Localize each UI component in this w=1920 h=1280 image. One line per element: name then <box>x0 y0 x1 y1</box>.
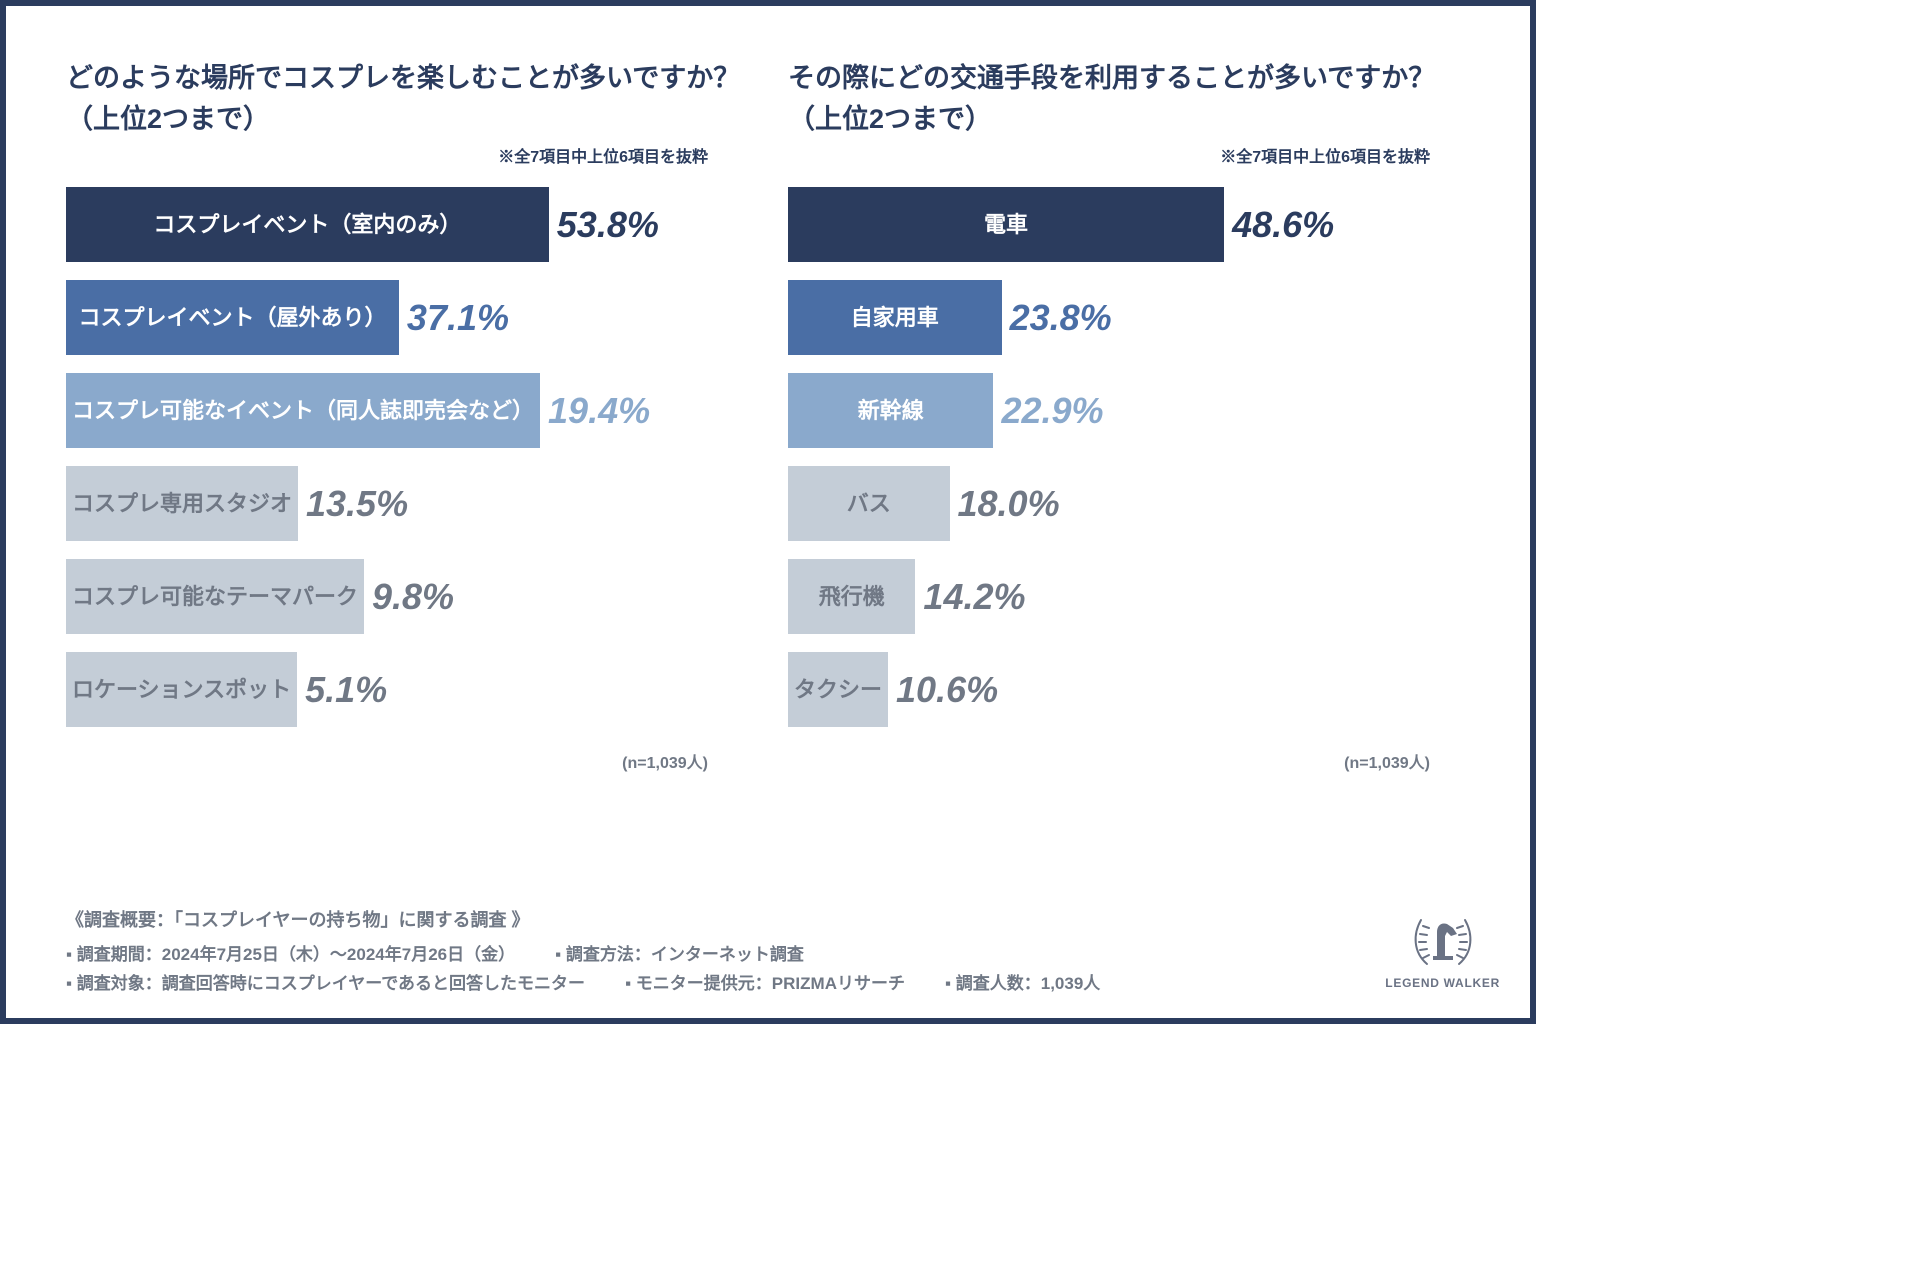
infographic-frame: どのような場所でコスプレを楽しむことが多いですか？（上位2つまで） ※全7項目中上… <box>0 0 1536 1024</box>
footer-item: ▪ モニター提供元：PRIZMAリサーチ <box>625 969 905 994</box>
bar-row: コスプレイベント（屋外あり）37.1% <box>66 280 748 355</box>
bar: コスプレイベント（屋外あり） <box>66 280 399 355</box>
bar-row: コスプレ可能なイベント（同人誌即売会など）19.4% <box>66 373 748 448</box>
bar-value: 19.4% <box>540 390 650 432</box>
bar-value: 53.8% <box>549 204 659 246</box>
chart-title: どのような場所でコスプレを楽しむことが多いですか？（上位2つまで） <box>66 58 748 139</box>
bar-value: 13.5% <box>298 483 408 525</box>
footer-item: ▪ 調査人数：1,039人 <box>945 969 1100 994</box>
logo-text: LEGEND WALKER <box>1385 976 1500 990</box>
bar: バス <box>788 466 950 541</box>
bar-value: 9.8% <box>364 576 454 618</box>
bar-row: 電車48.6% <box>788 187 1470 262</box>
chart-column-0: どのような場所でコスプレを楽しむことが多いですか？（上位2つまで） ※全7項目中上… <box>66 58 748 773</box>
bar: 飛行機 <box>788 559 915 634</box>
chart-column-1: その際にどの交通手段を利用することが多いですか？（上位2つまで） ※全7項目中上位… <box>788 58 1470 773</box>
charts-row: どのような場所でコスプレを楽しむことが多いですか？（上位2つまで） ※全7項目中上… <box>66 58 1470 773</box>
bar-list: 電車48.6%自家用車23.8%新幹線22.9%バス18.0%飛行機14.2%タ… <box>788 187 1470 727</box>
bar-value: 37.1% <box>399 297 509 339</box>
footer-item: ▪ 調査方法：インターネット調査 <box>555 940 804 965</box>
footer-title: 《調査概要：「コスプレイヤーの持ち物」に関する調査 》 <box>66 906 1456 932</box>
bar-row: 新幹線22.9% <box>788 373 1470 448</box>
bar-value: 48.6% <box>1224 204 1334 246</box>
laurel-horse-icon <box>1407 910 1479 974</box>
bar-value: 18.0% <box>950 483 1060 525</box>
bar: タクシー <box>788 652 888 727</box>
sample-size-note: (n=1,039人) <box>66 749 748 773</box>
bar: 自家用車 <box>788 280 1002 355</box>
bar: コスプレ可能なテーマパーク <box>66 559 364 634</box>
bar-value: 23.8% <box>1002 297 1112 339</box>
bar: コスプレ専用スタジオ <box>66 466 298 541</box>
bar: 電車 <box>788 187 1224 262</box>
footer-item: ▪ 調査対象：調査回答時にコスプレイヤーであると回答したモニター <box>66 969 585 994</box>
bar-row: 自家用車23.8% <box>788 280 1470 355</box>
chart-subtitle: ※全7項目中上位6項目を抜粋 <box>66 143 748 167</box>
bar-value: 14.2% <box>915 576 1025 618</box>
chart-title: その際にどの交通手段を利用することが多いですか？（上位2つまで） <box>788 58 1470 139</box>
bar-row: 飛行機14.2% <box>788 559 1470 634</box>
footer-line: ▪ 調査期間：2024年7月25日（木）〜2024年7月26日（金） ▪ 調査方法… <box>66 940 1456 965</box>
bar-row: コスプレ可能なテーマパーク9.8% <box>66 559 748 634</box>
bar-value: 22.9% <box>993 390 1103 432</box>
footer-lines: ▪ 調査期間：2024年7月25日（木）〜2024年7月26日（金） ▪ 調査方法… <box>66 940 1456 994</box>
bar-row: コスプレ専用スタジオ13.5% <box>66 466 748 541</box>
bar-row: コスプレイベント（室内のみ）53.8% <box>66 187 748 262</box>
bar: コスプレ可能なイベント（同人誌即売会など） <box>66 373 540 448</box>
bar-list: コスプレイベント（室内のみ）53.8%コスプレイベント（屋外あり）37.1%コス… <box>66 187 748 727</box>
bar: 新幹線 <box>788 373 993 448</box>
bar: ロケーションスポット <box>66 652 297 727</box>
bar-row: バス18.0% <box>788 466 1470 541</box>
bar-row: ロケーションスポット5.1% <box>66 652 748 727</box>
chart-subtitle: ※全7項目中上位6項目を抜粋 <box>788 143 1470 167</box>
sample-size-note: (n=1,039人) <box>788 749 1470 773</box>
bar: コスプレイベント（室内のみ） <box>66 187 549 262</box>
footer-line: ▪ 調査対象：調査回答時にコスプレイヤーであると回答したモニター ▪ モニター提供… <box>66 969 1456 994</box>
bar-value: 10.6% <box>888 669 998 711</box>
brand-logo: LEGEND WALKER <box>1385 910 1500 990</box>
bar-row: タクシー10.6% <box>788 652 1470 727</box>
footer-item: ▪ 調査期間：2024年7月25日（木）〜2024年7月26日（金） <box>66 940 515 965</box>
bar-value: 5.1% <box>297 669 387 711</box>
survey-footer: 《調査概要：「コスプレイヤーの持ち物」に関する調査 》 ▪ 調査期間：2024年… <box>66 906 1456 994</box>
